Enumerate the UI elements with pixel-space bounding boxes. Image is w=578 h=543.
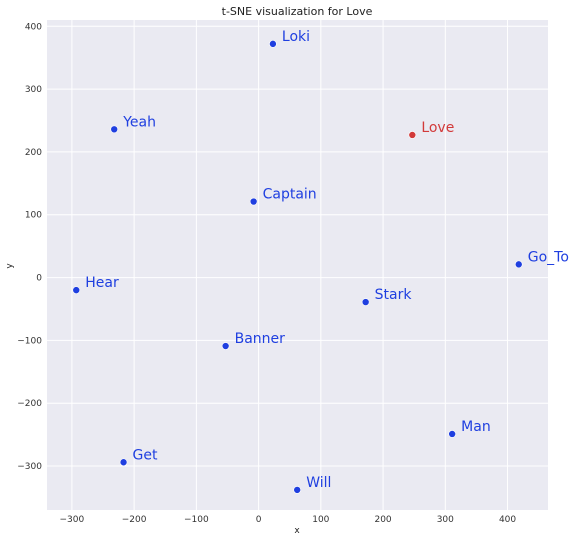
data-point (73, 287, 80, 294)
y-tick-label: −300 (17, 462, 42, 472)
y-tick-label: 400 (25, 22, 42, 32)
plot-area (47, 20, 548, 510)
x-tick-label: 300 (437, 515, 454, 525)
data-point (250, 198, 257, 205)
x-tick-label: −300 (60, 515, 85, 525)
point-label: Yeah (122, 114, 156, 130)
x-tick-label: 400 (499, 515, 516, 525)
point-label: Hear (85, 275, 119, 291)
y-tick-label: 100 (25, 211, 42, 221)
x-tick-label: 0 (256, 515, 262, 525)
y-tick-label: 0 (36, 274, 42, 284)
y-tick-label: −100 (17, 336, 42, 346)
data-point (515, 261, 522, 268)
y-tick-label: −200 (17, 399, 42, 409)
data-point (449, 430, 456, 437)
point-label: Captain (263, 187, 317, 203)
x-axis-label: x (294, 526, 300, 536)
y-axis-ticks: −300 −200 −100 0 100 200 300 400 (17, 22, 42, 472)
data-point (222, 343, 229, 350)
data-point (269, 40, 276, 47)
point-label: Banner (235, 331, 286, 347)
x-tick-label: −200 (122, 515, 147, 525)
point-label: Loki (282, 29, 310, 45)
point-label: Stark (375, 287, 413, 303)
y-axis-label: y (5, 263, 15, 269)
point-label: Go_To (528, 249, 569, 265)
data-point (111, 126, 118, 133)
point-label: Will (306, 475, 331, 491)
data-point (409, 131, 416, 138)
y-tick-label: 300 (25, 85, 42, 95)
x-axis-ticks: −300 −200 −100 0 100 200 300 400 (60, 515, 517, 525)
data-point (362, 299, 369, 306)
chart-title: t-SNE visualization for Love (222, 5, 373, 18)
data-point (294, 486, 301, 493)
y-tick-label: 200 (25, 148, 42, 158)
x-tick-label: −100 (184, 515, 209, 525)
x-tick-label: 100 (312, 515, 329, 525)
data-point (120, 459, 127, 466)
point-label: Man (461, 419, 491, 435)
point-label: Love (421, 120, 454, 136)
x-tick-label: 200 (374, 515, 391, 525)
point-label: Get (133, 447, 158, 463)
